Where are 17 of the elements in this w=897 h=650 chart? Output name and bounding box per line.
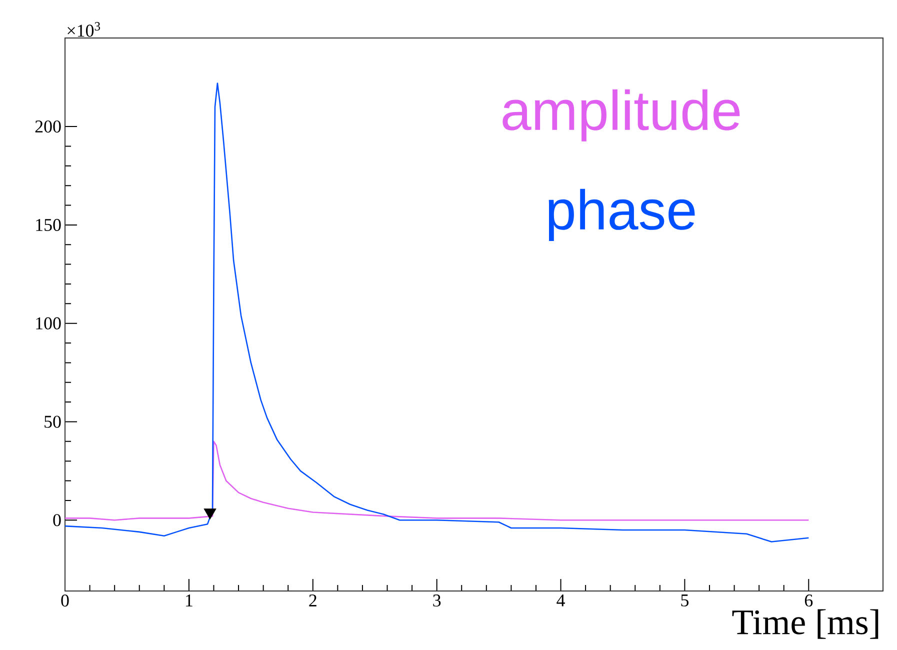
y-tick-label: 150 xyxy=(36,218,61,231)
x-axis-title: Time [ms] xyxy=(732,609,878,639)
x-tick-label: 4 xyxy=(556,594,565,606)
text: amplitude xyxy=(502,89,740,142)
x-tick-label: 2 xyxy=(309,594,316,606)
x-tick-label: 6 xyxy=(804,594,813,607)
text: ×10$^{3}$ xyxy=(68,22,100,37)
x-tick-label: 1 xyxy=(186,594,192,606)
y-tick-label: 100 xyxy=(36,317,61,330)
text: phase xyxy=(548,188,695,241)
x-tick-label: 0 xyxy=(61,594,69,607)
x-tick-label: 5 xyxy=(681,594,688,606)
x-tick-label: 3 xyxy=(433,594,441,607)
line-series xyxy=(64,82,810,542)
y-tick-label: 50 xyxy=(44,416,61,428)
y-tick-label: 0 xyxy=(53,514,61,526)
y-tick-label: 200 xyxy=(35,120,61,133)
